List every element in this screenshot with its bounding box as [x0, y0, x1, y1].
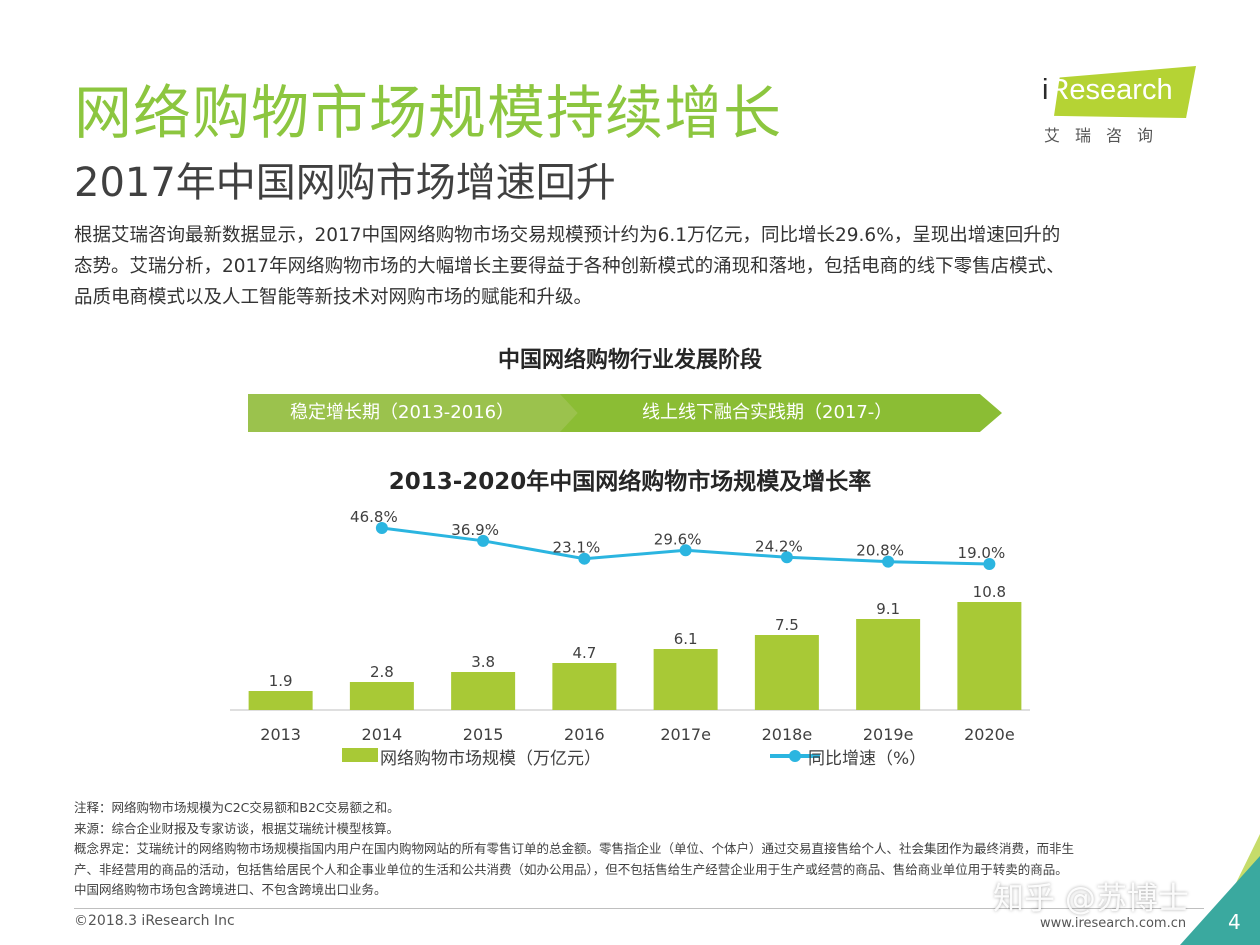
note-line: 概念界定：艾瑞统计的网络购物市场规模指国内用户在国内购物网站的所有零售订单的总金…	[74, 841, 1075, 856]
chart-title: 2013-2020年中国网络购物市场规模及增长率	[388, 469, 872, 495]
bar-value-label: 6.1	[674, 630, 698, 648]
notes: 注释：网络购物市场规模为C2C交易额和B2C交易额之和。 来源：综合企业财报及专…	[74, 798, 1204, 901]
bar-value-label: 7.5	[775, 616, 799, 634]
bar-2016	[552, 663, 617, 710]
legend-line-marker	[789, 750, 801, 762]
bar-value-label: 4.7	[572, 644, 596, 662]
stage-arrow-1: 稳定增长期（2013-2016）	[248, 394, 583, 432]
x-tick-label: 2019e	[863, 725, 914, 744]
stage-label: 线上线下融合实践期（2017-）	[642, 402, 893, 423]
bar-value-label: 2.8	[370, 663, 394, 681]
bar-2015	[451, 672, 516, 710]
x-tick-label: 2014	[362, 725, 403, 744]
bar-value-label: 3.8	[471, 653, 495, 671]
growth-point-2018e	[780, 551, 793, 564]
intro-line: 根据艾瑞咨询最新数据显示，2017中国网络购物市场交易规模预计约为6.1万亿元，…	[74, 225, 1061, 246]
x-tick-label: 2018e	[762, 725, 813, 744]
bar-2019e	[856, 619, 921, 710]
growth-rate-label: 24.2%	[755, 537, 803, 555]
growth-point-2017e	[679, 544, 692, 557]
growth-rate-label: 20.8%	[856, 542, 904, 560]
x-tick-label: 2016	[564, 725, 605, 744]
logo-subtitle: 艾瑞咨询	[1044, 126, 1169, 145]
logo-initial: i	[1042, 74, 1049, 106]
logo-text: Research	[1048, 74, 1173, 106]
bar-value-label: 1.9	[269, 672, 293, 690]
intro-line: 品质电商模式以及人工智能等新技术对网购市场的赋能和升级。	[74, 287, 593, 308]
page-subtitle: 2017年中国网购市场增速回升	[74, 160, 616, 206]
growth-rate-label: 29.6%	[654, 530, 702, 548]
growth-rate-label: 23.1%	[553, 539, 601, 557]
bar-2018e	[754, 635, 819, 710]
growth-point-2014	[375, 522, 388, 534]
iresearch-logo: iResearch 艾瑞咨询	[1040, 66, 1200, 146]
x-tick-label: 2013	[260, 725, 301, 744]
growth-point-2016	[578, 552, 591, 565]
note-line: 中国网络购物市场包含跨境进口、不包含跨境出口业务。	[74, 882, 387, 897]
note-line: 产、非经营用的商品的活动，包括售给居民个人和企事业单位的生活和公共消费（如办公用…	[74, 861, 1068, 877]
page-title: 网络购物市场规模持续增长	[74, 79, 783, 147]
bar-2020e	[957, 602, 1022, 710]
bar-2013	[248, 691, 313, 710]
legend-bar-swatch	[342, 748, 378, 762]
intro-line: 态势。艾瑞分析，2017年网络购物市场的大幅增长主要得益于各种创新模式的涌现和落…	[74, 256, 1065, 277]
stage-arrow-2: 线上线下融合实践期（2017-）	[560, 394, 1002, 432]
stage-label: 稳定增长期（2013-2016）	[290, 402, 515, 423]
growth-point-2019e	[882, 555, 895, 568]
watermark: 知乎 @苏博士	[993, 881, 1189, 917]
x-tick-label: 2020e	[964, 725, 1015, 744]
logo-wordmark: iResearch	[1042, 74, 1173, 107]
growth-point-2020e	[983, 558, 996, 570]
growth-rate-label: 19.0%	[958, 544, 1006, 562]
bar-2014	[349, 682, 414, 710]
x-tick-label: 2017e	[660, 725, 711, 744]
note-line: 注释：网络购物市场规模为C2C交易额和B2C交易额之和。	[74, 800, 400, 815]
page-number: 4	[1228, 910, 1241, 934]
legend-bar-label: 网络购物市场规模（万亿元）	[380, 749, 601, 769]
growth-point-2015	[477, 534, 490, 547]
copyright: ©2018.3 iResearch Inc	[74, 913, 235, 929]
stage-title: 中国网络购物行业发展阶段	[497, 348, 762, 373]
footer-divider	[74, 908, 1204, 909]
bar-value-label: 9.1	[876, 600, 900, 618]
note-line: 来源：综合企业财报及专家访谈，根据艾瑞统计模型核算。	[74, 820, 400, 836]
bar-2017e	[653, 649, 718, 710]
intro-paragraph: 根据艾瑞咨询最新数据显示，2017中国网络购物市场交易规模预计约为6.1万亿元，…	[74, 220, 1194, 313]
growth-rate-label: 36.9%	[451, 521, 499, 539]
market-size-chart: 1.9 2013 2.8 2014 3.8 2015 4.7 2016 6.1 2017e 7.5 2…	[230, 508, 1030, 769]
bar-value-label: 10.8	[973, 583, 1006, 601]
growth-rate-label: 46.8%	[350, 508, 398, 526]
x-tick-label: 2015	[463, 725, 504, 744]
legend-line-label: 同比增速（%）	[808, 749, 926, 769]
website-link[interactable]: www.iresearch.com.cn	[1040, 916, 1187, 931]
